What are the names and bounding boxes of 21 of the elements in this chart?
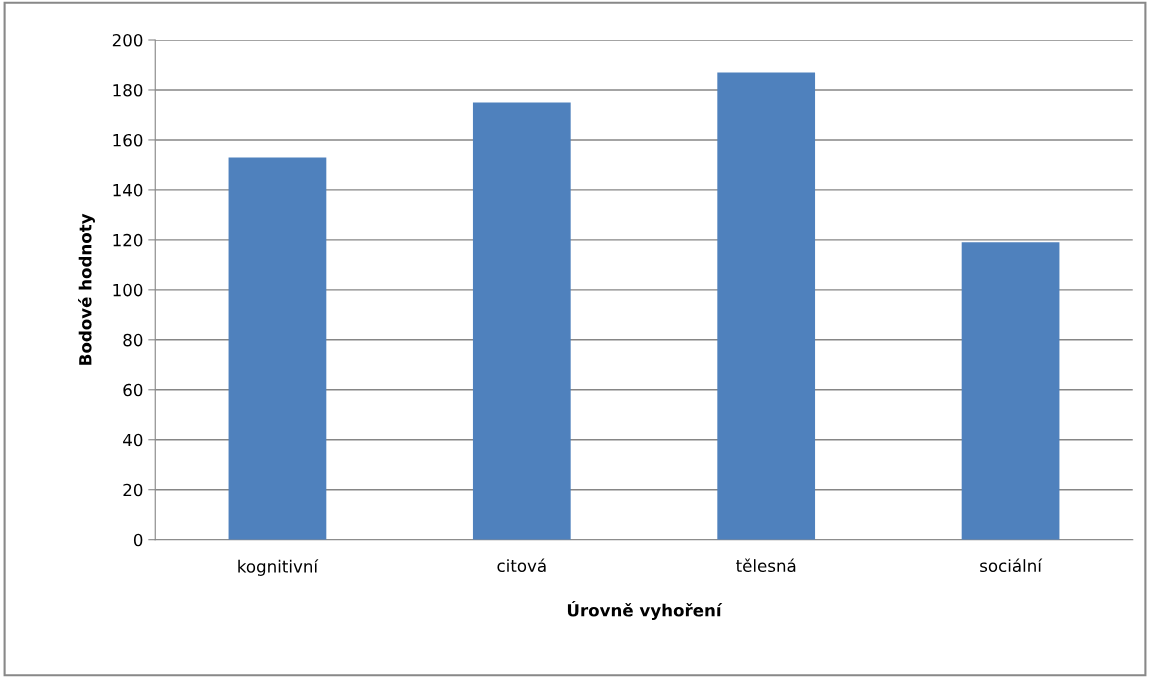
y-tick-label: 160 xyxy=(113,133,143,147)
y-tick-label: 20 xyxy=(123,483,143,497)
y-axis-title: Bodové hodnoty xyxy=(78,213,95,365)
y-tick-label: 120 xyxy=(113,233,143,247)
bar xyxy=(472,102,571,540)
x-axis-title: Úrovně vyhoření xyxy=(567,600,723,620)
y-tick-label: 100 xyxy=(113,283,143,297)
bar xyxy=(961,242,1060,540)
y-tick-label: 80 xyxy=(123,333,143,347)
y-tick-label: 180 xyxy=(113,83,143,97)
x-tick-label: citová xyxy=(497,558,546,573)
x-tick-label: sociální xyxy=(980,558,1043,573)
y-tick-label: 140 xyxy=(113,183,143,197)
y-tick-label: 40 xyxy=(123,433,143,447)
bar xyxy=(228,157,327,540)
x-tick-label: kognitivní xyxy=(238,559,319,576)
y-tick-label: 0 xyxy=(133,533,143,547)
y-tick-label: 60 xyxy=(123,383,143,397)
y-tick-label: 200 xyxy=(112,33,143,47)
x-tick-label: tělesná xyxy=(736,558,796,573)
bar xyxy=(717,72,816,540)
